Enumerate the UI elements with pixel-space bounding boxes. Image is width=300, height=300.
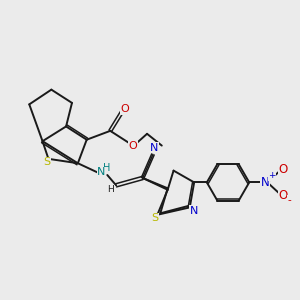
Text: N: N [97, 167, 106, 177]
Text: N: N [190, 206, 198, 216]
Text: S: S [44, 158, 50, 167]
Text: S: S [151, 213, 158, 223]
Text: H: H [107, 185, 114, 194]
Text: N: N [261, 176, 270, 189]
Text: H: H [103, 163, 110, 173]
Text: N: N [150, 143, 159, 153]
Text: O: O [121, 104, 129, 114]
Text: -: - [287, 195, 291, 205]
Text: O: O [128, 141, 137, 151]
Text: O: O [278, 189, 288, 202]
Text: O: O [278, 163, 288, 176]
Text: +: + [268, 171, 276, 180]
